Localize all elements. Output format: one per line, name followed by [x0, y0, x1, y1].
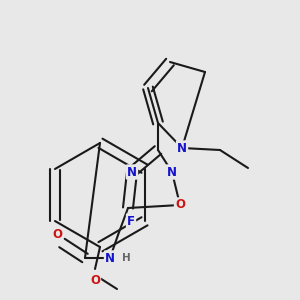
Text: F: F: [127, 214, 135, 227]
Text: N: N: [167, 166, 177, 178]
Text: N: N: [127, 166, 137, 178]
Text: O: O: [90, 274, 100, 287]
Text: O: O: [175, 199, 185, 212]
Text: N: N: [177, 142, 187, 154]
Text: O: O: [52, 229, 62, 242]
Text: H: H: [122, 253, 130, 263]
Text: N: N: [105, 251, 115, 265]
